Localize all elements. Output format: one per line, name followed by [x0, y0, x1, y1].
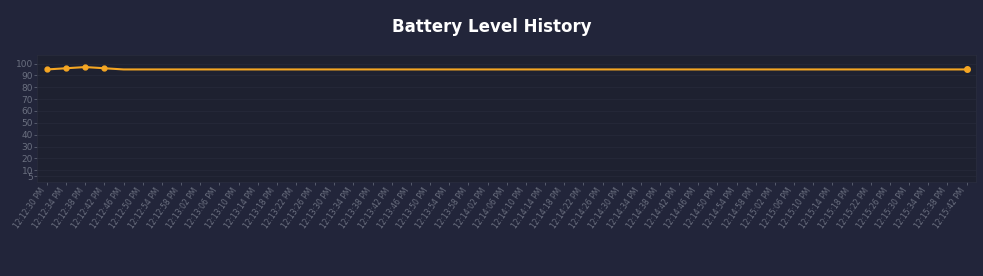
Text: Battery Level History: Battery Level History: [391, 18, 592, 36]
